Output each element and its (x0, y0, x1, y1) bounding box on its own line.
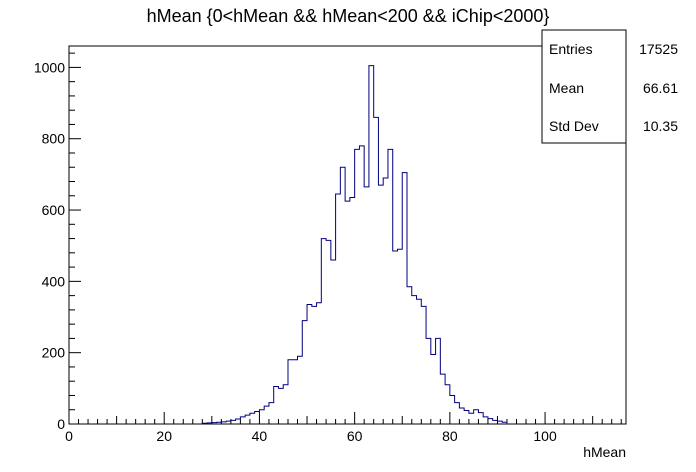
stats-std-label: Std Dev (549, 118, 599, 134)
y-tick-label: 200 (42, 345, 66, 361)
stats-mean-label: Mean (549, 80, 584, 96)
plot-frame (68, 45, 627, 425)
stats-box-frame (541, 29, 627, 144)
x-axis: 0 20 40 60 80 100 (65, 412, 622, 444)
stats-std-value: 10.35 (643, 118, 678, 134)
stats-entries-value: 17525 (639, 41, 678, 57)
y-tick-label: 600 (42, 202, 66, 218)
x-tick-label: 40 (252, 428, 268, 444)
stats-box: Entries 17525 Mean 66.61 Std Dev 10.35 (541, 29, 678, 144)
stats-entries-label: Entries (549, 41, 593, 57)
chart-title: hMean {0<hMean && hMean<200 && iChip<200… (147, 6, 550, 26)
histogram-outline (201, 65, 508, 424)
x-tick-label: 0 (65, 428, 73, 444)
y-tick-label: 400 (42, 273, 66, 289)
y-tick-label: 1000 (34, 59, 65, 75)
x-axis-title: hMean (583, 444, 626, 460)
x-tick-label: 100 (533, 428, 557, 444)
y-axis: 0 200 400 600 800 1000 (34, 52, 81, 432)
x-tick-label: 20 (156, 428, 172, 444)
y-tick-label: 0 (57, 416, 65, 432)
x-tick-label: 60 (347, 428, 363, 444)
stats-mean-value: 66.61 (643, 80, 678, 96)
plot-area-border (68, 45, 627, 425)
y-tick-label: 800 (42, 131, 66, 147)
x-tick-label: 80 (442, 428, 458, 444)
